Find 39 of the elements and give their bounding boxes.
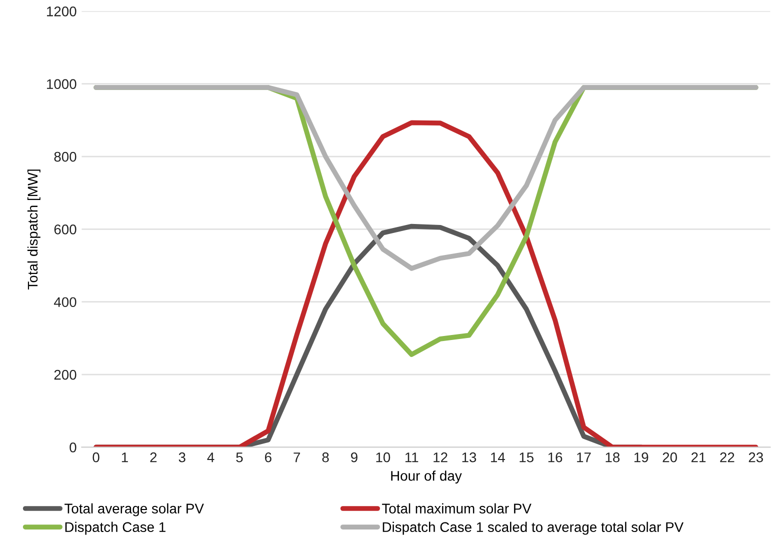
x-tick-label: 3: [178, 452, 186, 462]
legend-label: Dispatch Case 1: [65, 522, 166, 535]
y-tick-label: 800: [54, 152, 76, 162]
x-tick-label: 17: [577, 452, 591, 462]
x-tick-label: 14: [491, 452, 505, 462]
x-tick-label: 6: [265, 452, 272, 462]
x-tick-label: 7: [294, 452, 300, 462]
y-tick-label: 1200: [46, 6, 76, 16]
y-tick-label: 200: [54, 370, 76, 380]
x-tick-label: 18: [606, 452, 620, 462]
x-tick-label: 11: [405, 452, 418, 462]
x-tick-label: 15: [520, 452, 534, 462]
x-tick-label: 8: [322, 452, 329, 462]
x-tick-label: 22: [720, 452, 734, 462]
x-tick-label: 23: [748, 452, 763, 462]
y-tick-label: 0: [70, 442, 76, 452]
x-tick-label: 4: [207, 452, 214, 462]
x-tick-label: 12: [434, 452, 448, 462]
x-tick-label: 13: [462, 452, 476, 462]
y-axis-title: Total dispatch [MW]: [27, 170, 40, 290]
x-tick-label: 9: [351, 452, 358, 462]
x-tick-label: 1: [122, 452, 128, 462]
y-tick-label: 600: [54, 224, 76, 234]
x-tick-label: 20: [662, 452, 677, 462]
line-series: [94, 120, 758, 448]
x-tick-label: 0: [92, 452, 100, 462]
y-tick-label: 1000: [46, 79, 76, 90]
x-axis-title: Hour of day: [391, 470, 462, 484]
x-tick-label: 16: [548, 452, 562, 462]
x-tick-label: 21: [691, 452, 706, 462]
y-tick-label: 400: [54, 297, 76, 308]
x-tick-label: 10: [376, 452, 390, 462]
x-tick-label: 19: [634, 452, 648, 462]
legend-label: Dispatch Case 1 scaled to average total solar PV: [382, 522, 684, 535]
legend-label: Total maximum solar PV: [382, 503, 532, 514]
x-tick-label: 5: [236, 452, 243, 462]
legend-label: Total average solar PV: [64, 503, 204, 516]
line-series: [94, 85, 758, 271]
x-tick-label: 2: [150, 452, 157, 462]
